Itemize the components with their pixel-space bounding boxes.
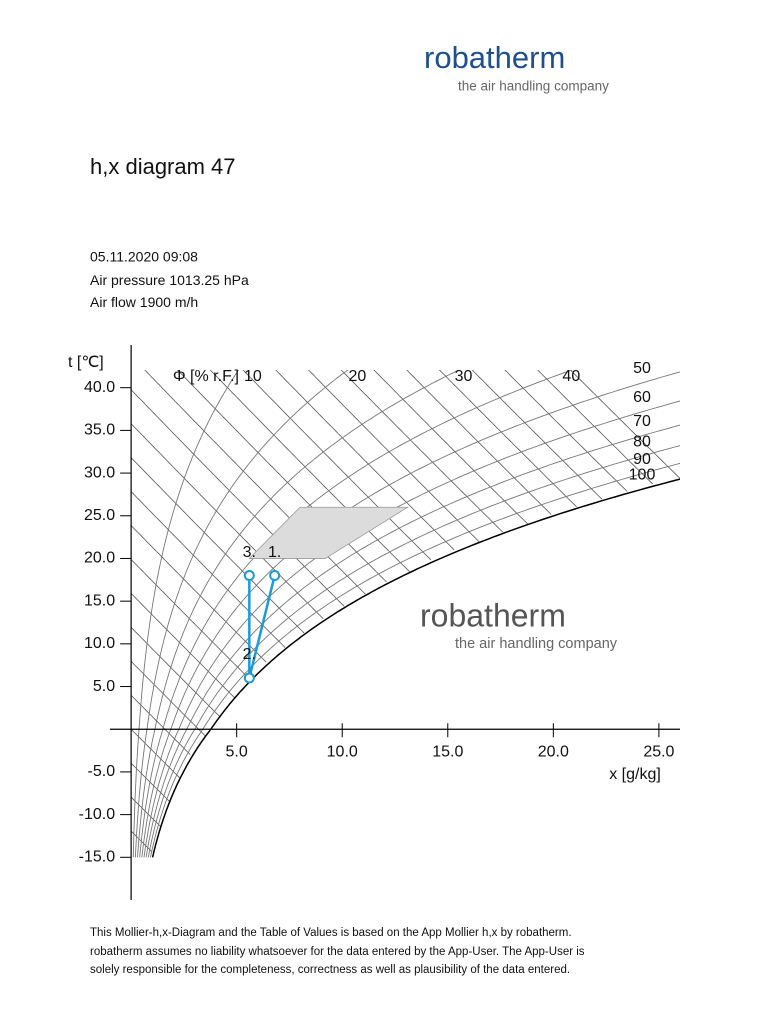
rh-curve bbox=[149, 462, 680, 858]
enthalpy-line bbox=[275, 370, 455, 551]
label: Air pressure bbox=[90, 272, 166, 288]
rh-label: 30 bbox=[455, 368, 473, 385]
y-tick-label: 30.0 bbox=[84, 464, 115, 481]
process-point bbox=[269, 570, 281, 582]
document-title: h,x diagram 47 bbox=[90, 154, 236, 179]
rh-axis-label: Φ [% r.F.] bbox=[173, 368, 239, 385]
watermark-tagline: the air handling company bbox=[455, 636, 618, 652]
enthalpy-line bbox=[131, 423, 324, 619]
process-label: 2. bbox=[243, 646, 256, 663]
y-tick-label: -10.0 bbox=[79, 806, 116, 823]
enthalpy-line bbox=[131, 796, 161, 827]
x-tick-label: 15.0 bbox=[432, 743, 463, 760]
unit: m/h bbox=[175, 294, 198, 310]
rh-label: 90 bbox=[633, 451, 651, 468]
y-tick-label: 10.0 bbox=[84, 635, 115, 652]
plot-area bbox=[131, 370, 680, 858]
comfort-zone bbox=[248, 506, 410, 559]
label: Air flow bbox=[90, 294, 137, 310]
process-point bbox=[243, 672, 255, 684]
y-tick-label: 25.0 bbox=[84, 507, 115, 524]
y-tick-label: 35.0 bbox=[84, 422, 115, 439]
x-tick-label: 20.0 bbox=[538, 743, 569, 760]
logo: robatherm bbox=[424, 40, 565, 75]
enthalpy-line bbox=[131, 661, 206, 736]
x-axis-label: x [g/kg] bbox=[609, 766, 661, 783]
enthalpy-line bbox=[131, 491, 286, 648]
enthalpy-line bbox=[131, 559, 250, 680]
rh-label: 100 bbox=[629, 466, 656, 483]
y-tick-label: -5.0 bbox=[88, 763, 116, 780]
air-flow: Air flow 1900 m/h bbox=[90, 294, 198, 310]
rh-label: 50 bbox=[633, 360, 651, 377]
rh-curve bbox=[137, 370, 460, 858]
rh-curve bbox=[147, 445, 680, 858]
process-label: 3. bbox=[243, 544, 256, 561]
enthalpy-line bbox=[307, 370, 480, 543]
y-axis-label: t [℃] bbox=[68, 354, 104, 371]
rh-curve bbox=[134, 370, 349, 858]
rh-label: 10 bbox=[244, 368, 262, 385]
enthalpy-line bbox=[569, 370, 680, 479]
enthalpy-line bbox=[131, 728, 180, 779]
watermark-logo: robatherm bbox=[420, 597, 566, 633]
value: 1013.25 bbox=[169, 272, 220, 288]
rh-curve bbox=[132, 370, 240, 858]
tagline: the air handling company bbox=[458, 79, 609, 94]
enthalpy-line bbox=[131, 593, 235, 698]
enthalpy-line bbox=[438, 370, 577, 508]
enthalpy-line bbox=[471, 370, 603, 500]
rh-label: 20 bbox=[348, 368, 366, 385]
y-tick-label: 40.0 bbox=[84, 379, 115, 396]
x-tick-label: 10.0 bbox=[327, 743, 358, 760]
footer-line: solely responsible for the completeness,… bbox=[90, 964, 570, 976]
enthalpy-line bbox=[537, 370, 653, 485]
enthalpy-line bbox=[340, 370, 503, 533]
rh-curve bbox=[151, 478, 680, 858]
rh-label: 60 bbox=[633, 389, 651, 406]
rh-label: 70 bbox=[633, 413, 651, 430]
rh-label: 40 bbox=[562, 368, 580, 385]
y-tick-label: 15.0 bbox=[84, 592, 115, 609]
enthalpy-line bbox=[131, 627, 221, 717]
date: 05.11.2020 09:08 bbox=[90, 249, 198, 265]
enthalpy-line bbox=[504, 370, 628, 492]
unit: hPa bbox=[224, 272, 249, 288]
enthalpy-line bbox=[406, 370, 552, 515]
y-tick-label: 20.0 bbox=[84, 550, 115, 567]
x-tick-label: 5.0 bbox=[226, 743, 248, 760]
enthalpy-line bbox=[373, 370, 529, 525]
x-tick-label: 25.0 bbox=[643, 743, 674, 760]
y-tick-label: -15.0 bbox=[79, 849, 116, 866]
rh-curve bbox=[143, 400, 680, 858]
enthalpy-line bbox=[131, 525, 267, 663]
rh-curve bbox=[139, 370, 574, 858]
enthalpy-line bbox=[131, 457, 305, 634]
process-point bbox=[243, 570, 255, 582]
value: 1900 bbox=[140, 294, 171, 310]
footer-line: This Mollier-h,x-Diagram and the Table o… bbox=[90, 927, 572, 939]
process-label: 1. bbox=[268, 544, 281, 561]
footer-line: robatherm assumes no liability whatsoeve… bbox=[90, 946, 585, 958]
rh-curve bbox=[145, 424, 680, 858]
rh-curve bbox=[141, 371, 680, 858]
y-tick-label: 5.0 bbox=[93, 678, 115, 695]
rh-label: 80 bbox=[633, 433, 651, 450]
air-pressure: Air pressure 1013.25 hPa bbox=[90, 272, 249, 288]
enthalpy-line bbox=[131, 389, 345, 607]
